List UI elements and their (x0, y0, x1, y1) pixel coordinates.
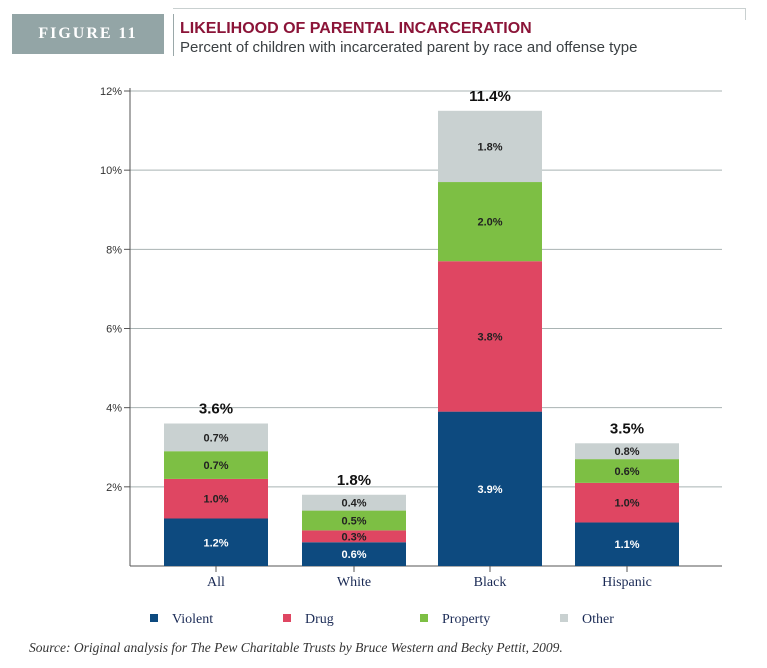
data-label-all-property: 0.7% (203, 460, 228, 472)
source-note: Source: Original analysis for The Pew Ch… (29, 640, 563, 655)
total-label-black: 11.4% (469, 88, 511, 105)
bar-black-violent (438, 411, 542, 566)
data-label-black-property: 2.0% (477, 217, 502, 229)
header-divider (173, 14, 174, 56)
data-label-black-violent: 3.9% (477, 484, 502, 496)
bar-all-violent (164, 518, 268, 566)
bar-black-drug (438, 261, 542, 412)
data-label-white-property: 0.5% (341, 515, 366, 527)
legend-item-violent: Violent (150, 612, 213, 628)
bar-white-other (302, 494, 406, 511)
x-tick-label-white: White (337, 575, 371, 590)
data-label-all-drug: 1.0% (203, 494, 228, 506)
y-tick-label: 2% (106, 482, 122, 494)
x-tick-label-black: Black (474, 575, 507, 590)
bar-black-other (438, 110, 542, 183)
legend-label: Violent (172, 612, 214, 627)
chart-subtitle: Percent of children with incarcerated pa… (180, 39, 638, 56)
y-tick-label: 8% (106, 244, 122, 256)
legend-swatch (560, 614, 568, 622)
data-label-white-violent: 0.6% (341, 549, 366, 561)
data-label-hispanic-drug: 1.0% (614, 498, 639, 510)
data-label-white-other: 0.4% (341, 498, 366, 510)
bar-all-property (164, 451, 268, 479)
legend-item-property: Property (420, 612, 490, 628)
bar-white-property (302, 510, 406, 531)
legend-item-drug: Drug (283, 612, 334, 628)
legend-item-other: Other (560, 612, 614, 628)
y-tick-label: 12% (100, 86, 122, 98)
x-tick-label-all: All (207, 575, 225, 590)
data-label-white-drug: 0.3% (341, 531, 366, 543)
bar-hispanic-drug (575, 482, 679, 523)
stacked-bar-chart: 2% 4% 6% 8% 10% 12% 1.2% 1.0% 0.7% 0.7% 3.6% All 0.6… (100, 86, 722, 590)
total-label-white: 1.8% (337, 472, 371, 489)
legend-swatch (420, 614, 428, 622)
bar-white-drug (302, 530, 406, 543)
figure-label: FIGURE 11 (12, 14, 164, 54)
data-label-hispanic-violent: 1.1% (614, 539, 639, 551)
chart-legend: Violent Drug Property Other (0, 612, 767, 632)
y-tick-label: 6% (106, 324, 122, 336)
y-tick-label: 4% (106, 403, 122, 415)
y-tick-label: 10% (100, 165, 122, 177)
bar-black-property (438, 182, 542, 262)
chart-title: LIKELIHOOD OF PARENTAL INCARCERATION (180, 20, 532, 37)
header-rule (173, 8, 745, 9)
legend-label: Other (582, 612, 614, 627)
data-label-all-violent: 1.2% (203, 537, 228, 549)
bar-all-other (164, 423, 268, 452)
legend-label: Drug (305, 612, 334, 627)
total-label-hispanic: 3.5% (610, 420, 644, 437)
legend-label: Property (442, 612, 491, 627)
legend-swatch (150, 614, 158, 622)
legend-swatch (283, 614, 291, 622)
bar-all-drug (164, 478, 268, 519)
total-label-all: 3.6% (199, 401, 233, 418)
data-label-hispanic-other: 0.8% (614, 446, 639, 458)
data-label-black-drug: 3.8% (477, 331, 502, 343)
data-label-hispanic-property: 0.6% (614, 466, 639, 478)
data-label-black-other: 1.8% (477, 141, 502, 153)
bar-hispanic-violent (575, 522, 679, 566)
header-rule-right (745, 8, 746, 20)
x-tick-label-hispanic: Hispanic (602, 575, 652, 590)
data-label-all-other: 0.7% (203, 432, 228, 444)
bar-hispanic-other (575, 443, 679, 460)
bar-white-violent (302, 542, 406, 566)
bar-hispanic-property (575, 459, 679, 483)
